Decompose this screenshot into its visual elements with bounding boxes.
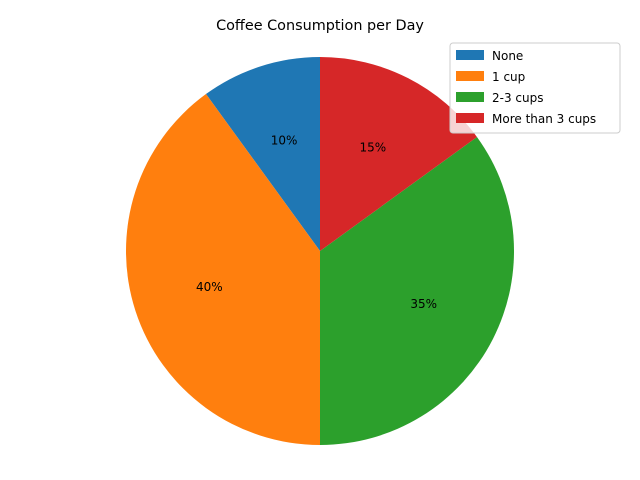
pie-slice-more-than-3-cups — [320, 57, 477, 251]
pie-slice-1-cup — [126, 94, 320, 445]
pie-slice-2-3-cups — [320, 136, 514, 445]
legend-swatch-none — [456, 50, 484, 60]
legend-swatch-2-3-cups — [456, 92, 484, 102]
legend-label-more-than-3-cups: More than 3 cups — [492, 112, 596, 126]
pie-slices — [126, 57, 514, 445]
legend-label-1-cup: 1 cup — [492, 70, 525, 84]
chart-title: Coffee Consumption per Day — [216, 18, 424, 34]
legend-label-none: None — [492, 49, 523, 63]
percent-label-2-3-cups: 35% — [410, 297, 437, 311]
percent-labels: 10% 40% 35% 15% — [196, 133, 437, 311]
legend-items: None 1 cup 2-3 cups More than 3 cups — [456, 49, 596, 126]
legend-swatch-more-than-3-cups — [456, 113, 484, 123]
percent-label-1-cup: 40% — [196, 280, 223, 294]
legend-frame — [449, 42, 621, 134]
legend-swatch-1-cup — [456, 71, 484, 81]
pie-slice-none — [205, 57, 320, 251]
percent-label-more-than-3-cups: 15% — [360, 140, 387, 154]
percent-label-none: 10% — [271, 133, 298, 147]
legend-label-2-3-cups: 2-3 cups — [492, 91, 544, 105]
legend: None 1 cup 2-3 cups More than 3 cups — [449, 42, 621, 134]
